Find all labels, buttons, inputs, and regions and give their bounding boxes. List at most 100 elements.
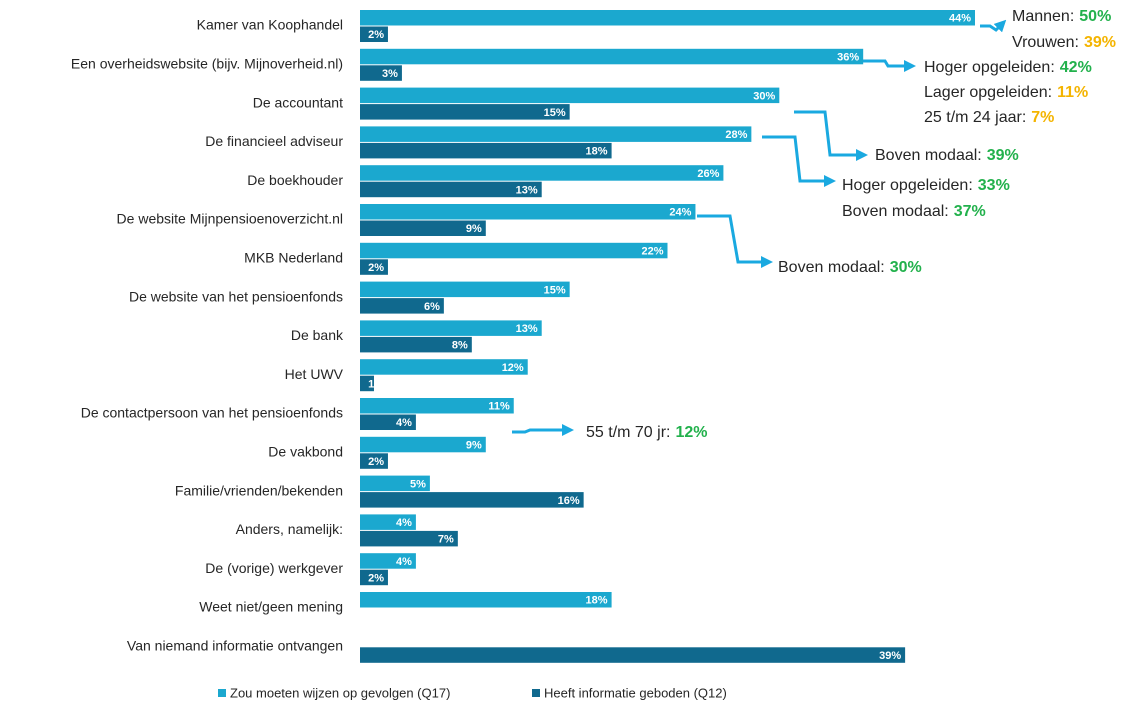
category-label: Familie/vrienden/bekenden [175, 482, 343, 498]
annotation-value: 30% [890, 259, 922, 276]
value-label: 44% [949, 13, 971, 25]
annotation-label: Mannen: [1012, 8, 1074, 25]
value-label: 18% [586, 146, 608, 158]
category-label: Weet niet/geen mening [199, 599, 343, 615]
annotation-value: 11% [1057, 84, 1088, 101]
value-label: 13% [516, 184, 538, 196]
annotation-text: Vrouwen: 39% [1012, 34, 1116, 51]
value-label: 3% [382, 68, 398, 80]
annotation-text: Boven modaal: 39% [875, 147, 1019, 164]
value-label: 2% [368, 29, 384, 41]
bar [360, 359, 528, 375]
value-label: 13% [516, 323, 538, 335]
bar [360, 204, 696, 220]
annotation-label: 55 t/m 70 jr: [586, 424, 670, 441]
category-label: De accountant [253, 94, 343, 110]
arrow [794, 110, 868, 161]
annotation-label: 25 t/m 24 jaar: [924, 109, 1026, 126]
annotation-label: Boven modaal: [875, 147, 982, 164]
bar [360, 26, 388, 42]
value-label: 15% [544, 284, 566, 296]
annotation: Hoger opgeleiden: 42% Lager opgeleiden: 11%… [924, 59, 1092, 126]
annotation-text: Boven modaal: 30% [778, 259, 922, 276]
annotation-value: 37% [954, 203, 986, 220]
annotation: Boven modaal: 30% [778, 259, 922, 276]
value-label: 15% [544, 107, 566, 119]
arrow [980, 19, 1007, 33]
annotation: Boven modaal: 39% [875, 147, 1019, 164]
legend-label: Zou moeten wijzen op gevolgen (Q17) [230, 685, 450, 700]
annotation-value: 12% [675, 424, 707, 441]
value-label: 16% [558, 495, 580, 507]
annotation-value: 39% [1084, 34, 1116, 51]
legend-label: Heeft informatie geboden (Q12) [544, 685, 727, 700]
value-label: 9% [466, 223, 482, 235]
value-label: 22% [641, 245, 663, 257]
arrow [512, 424, 574, 436]
category-label: Het UWV [285, 366, 344, 382]
value-label: 1% [368, 378, 384, 390]
value-label: 24% [669, 207, 691, 219]
bar [360, 414, 416, 430]
bar [360, 514, 416, 530]
value-label: 12% [502, 362, 524, 374]
annotation-value: 33% [978, 177, 1010, 194]
annotation-value: 39% [987, 147, 1019, 164]
arrow [697, 214, 773, 268]
bar [360, 375, 374, 392]
bar [360, 87, 780, 104]
category-label: De website van het pensioenfonds [129, 288, 343, 304]
annotation-label: Hoger opgeleiden: [924, 59, 1055, 76]
bar [360, 181, 542, 198]
bar [360, 492, 584, 508]
annotation-text: Boven modaal: 37% [842, 203, 986, 220]
value-label: 2% [368, 456, 384, 468]
bar [360, 592, 612, 608]
annotation: 55 t/m 70 jr: 12% [586, 424, 708, 441]
annotation-text: 25 t/m 24 jaar: 7% [924, 109, 1054, 126]
annotation-value: 7% [1031, 109, 1054, 126]
category-label: Van niemand informatie ontvangen [127, 638, 343, 654]
category-label: MKB Nederland [244, 250, 343, 266]
legend-swatch [218, 689, 226, 697]
arrow [862, 59, 916, 72]
annotation-label: Lager opgeleiden: [924, 84, 1052, 101]
bar [360, 65, 402, 81]
annotation-label: Hoger opgeleiden: [842, 177, 973, 194]
annotation-value: 42% [1060, 59, 1092, 76]
value-label: 4% [396, 556, 412, 568]
bar [360, 165, 724, 181]
bar [360, 126, 752, 142]
legend-swatch [532, 689, 540, 697]
bar [360, 142, 612, 159]
bar [360, 220, 486, 236]
annotation-text: 55 t/m 70 jr: 12% [586, 424, 708, 441]
bar [360, 259, 388, 275]
bar [360, 398, 514, 414]
value-label: 39% [879, 650, 901, 662]
bar [360, 10, 975, 26]
annotation-text: Mannen: 50% [1012, 8, 1111, 25]
category-label: De bank [291, 327, 344, 343]
value-label: 4% [396, 517, 412, 529]
bar [360, 647, 906, 663]
annotation: Mannen: 50% Vrouwen: 39% [1012, 8, 1116, 51]
value-label: 6% [424, 301, 440, 313]
bar [360, 553, 416, 569]
bar [360, 242, 668, 259]
bar [360, 336, 472, 353]
bar [360, 436, 486, 453]
arrows [512, 19, 1007, 436]
bar [360, 48, 864, 65]
bar [360, 530, 458, 547]
bar [360, 475, 430, 492]
annotation: Hoger opgeleiden: 33% Boven modaal: 37% [842, 177, 1010, 220]
value-label: 26% [697, 168, 719, 180]
category-label: De (vorige) werkgever [205, 560, 343, 576]
value-label: 9% [466, 439, 482, 451]
annotation-value: 50% [1079, 8, 1111, 25]
value-label: 28% [725, 129, 747, 141]
category-label: De website Mijnpensioenoverzicht.nl [117, 211, 343, 227]
category-label: Anders, namelijk: [236, 521, 343, 537]
value-label: 18% [586, 595, 608, 607]
